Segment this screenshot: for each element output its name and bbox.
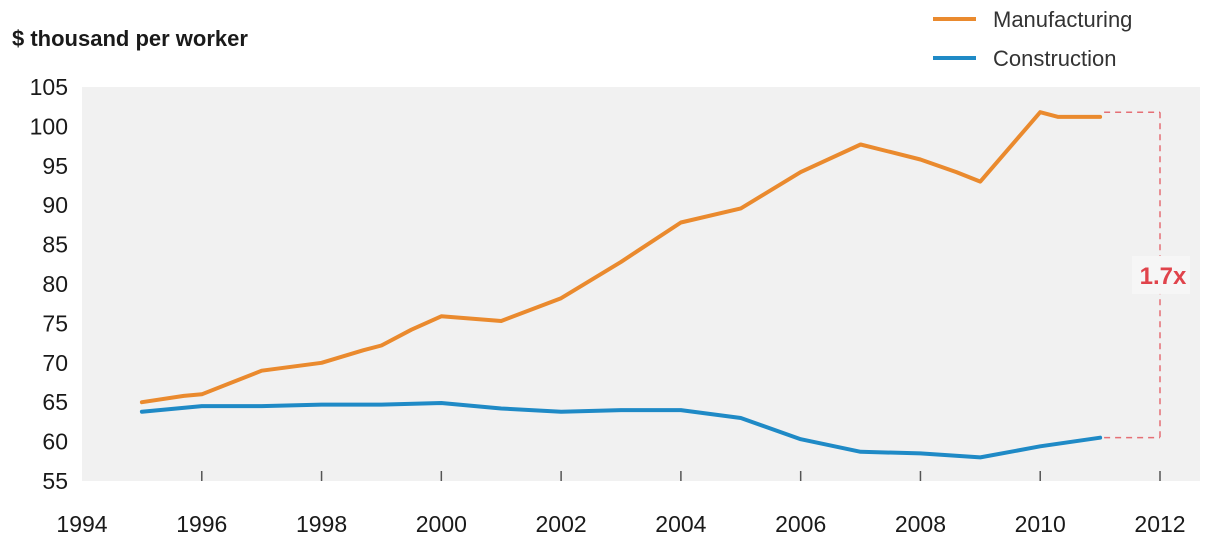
x-tick-label: 2012 xyxy=(1134,511,1185,537)
x-tick-label: 2010 xyxy=(1015,511,1066,537)
y-axis-title: $ thousand per worker xyxy=(12,26,248,51)
x-tick-label: 1998 xyxy=(296,511,347,537)
y-tick-label: 85 xyxy=(42,232,68,258)
y-tick-label: 70 xyxy=(42,350,68,376)
x-tick-label: 2002 xyxy=(536,511,587,537)
x-tick-label: 2004 xyxy=(655,511,706,537)
y-tick-label: 60 xyxy=(42,429,68,455)
y-tick-label: 55 xyxy=(42,468,68,494)
x-tick-label: 1994 xyxy=(56,511,107,537)
y-tick-label: 65 xyxy=(42,389,68,415)
x-tick-label: 2000 xyxy=(416,511,467,537)
legend-label-construction: Construction xyxy=(993,46,1117,71)
y-tick-label: 80 xyxy=(42,271,68,297)
x-tick-label: 1996 xyxy=(176,511,227,537)
y-tick-label: 95 xyxy=(42,153,68,179)
y-tick-label: 105 xyxy=(30,74,68,100)
plot-area xyxy=(82,87,1200,481)
legend: Manufacturing Construction xyxy=(933,7,1132,71)
y-axis-ticks: 55 60 65 70 75 80 85 90 95 100 105 xyxy=(30,74,68,494)
x-tick-label: 2006 xyxy=(775,511,826,537)
annotation-label: 1.7x xyxy=(1140,263,1187,290)
y-tick-label: 90 xyxy=(42,192,68,218)
x-tick-label: 2008 xyxy=(895,511,946,537)
y-tick-label: 75 xyxy=(42,310,68,336)
legend-label-manufacturing: Manufacturing xyxy=(993,7,1132,32)
y-tick-label: 100 xyxy=(30,113,68,139)
